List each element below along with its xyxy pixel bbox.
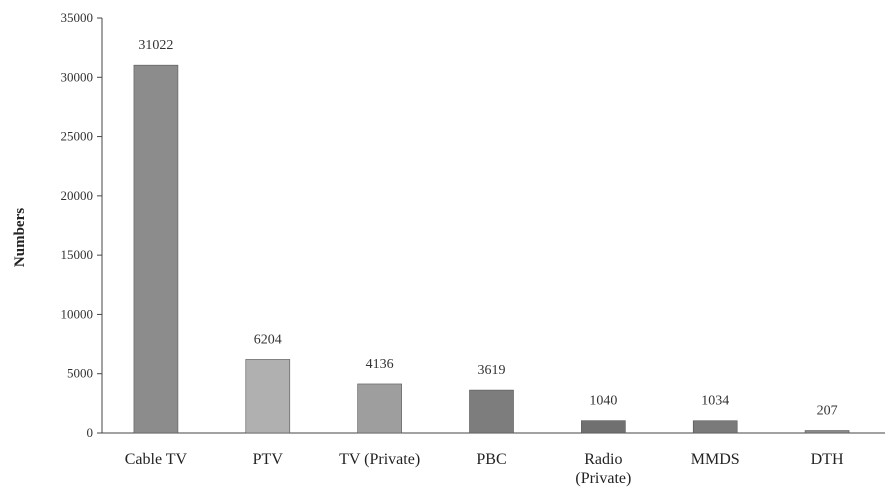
bar-value-label: 4136 (366, 357, 394, 372)
bars: 31022 6204 4136 3619 1040 1034 207 (133, 38, 850, 434)
x-category-label: TV (Private) (339, 451, 420, 468)
y-tick-label: 5000 (67, 366, 93, 381)
x-category-label: DTH (811, 451, 844, 468)
bar-value-label: 1040 (589, 394, 617, 409)
y-tick-label: 20000 (61, 188, 94, 203)
bar-value-label: 6204 (254, 332, 282, 347)
bar-value-label: 1034 (701, 394, 729, 409)
y-tick-label: 15000 (61, 247, 94, 262)
y-tick-label: 30000 (61, 69, 94, 84)
bar (692, 420, 738, 434)
x-category-label: (Private) (575, 470, 631, 487)
y-tick-label: 25000 (61, 129, 94, 144)
y-tick-label: 10000 (61, 306, 94, 321)
x-category-label: Radio (584, 451, 622, 468)
bar (469, 389, 514, 434)
bar-value-label: 3619 (478, 363, 506, 378)
y-tick-label: 35000 (61, 10, 94, 25)
bar (245, 359, 291, 434)
y-tick-label: 0 (87, 425, 94, 440)
x-category-label: MMDS (691, 451, 740, 468)
bar-value-label: 207 (817, 404, 838, 419)
bar (581, 420, 626, 434)
x-axis: Cable TV PTV TV (Private) PBC Radio (Private)… (102, 432, 885, 487)
y-axis: 0 5000 10000 15000 20000 25000 30000 35000 (61, 10, 103, 440)
bar (133, 64, 179, 434)
x-category-label: PBC (476, 451, 506, 468)
x-category-label: Cable TV (125, 451, 188, 468)
bar (804, 430, 850, 434)
bar-value-label: 31022 (138, 38, 173, 53)
x-category-label: PTV (253, 451, 284, 468)
bar (357, 383, 402, 434)
y-axis-title: Numbers (12, 208, 28, 267)
